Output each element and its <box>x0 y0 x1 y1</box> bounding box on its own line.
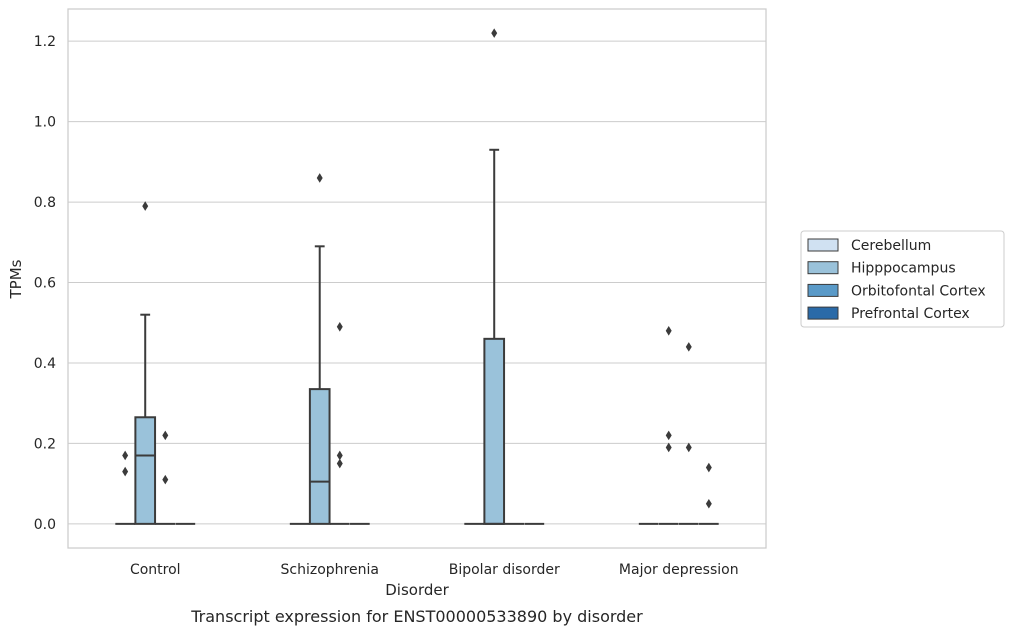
outlier-point <box>336 321 343 332</box>
outlier-point <box>491 28 498 38</box>
legend-frame <box>800 230 1005 328</box>
y-axis-title: TPMs <box>7 259 25 299</box>
outlier-point <box>122 466 129 477</box>
box <box>483 337 506 525</box>
y-tick-label: 1.2 <box>34 34 56 50</box>
y-tick-label: 0.0 <box>34 517 56 533</box>
outlier-point <box>665 442 672 453</box>
x-tick-label: Control <box>130 562 181 578</box>
legend-label: Hipppocampus <box>851 261 956 277</box>
x-tick-label: Major depression <box>619 562 739 578</box>
y-tick-label: 0.8 <box>34 195 56 211</box>
box <box>308 388 331 525</box>
outlier-point <box>142 201 149 211</box>
outlier-point <box>336 450 343 461</box>
box-group <box>329 321 350 525</box>
outlier-point <box>705 498 712 509</box>
outlier-point <box>316 173 323 183</box>
box-group <box>308 173 331 525</box>
outlier-point <box>665 325 672 336</box>
outlier-point <box>705 462 712 473</box>
x-tick-label: Schizophrenia <box>281 562 379 578</box>
outlier-point <box>685 442 692 453</box>
x-tick-label: Bipolar disorder <box>449 562 560 578</box>
x-axis-ticks: Control Schizophrenia Bipolar disorder Majo… <box>130 562 739 578</box>
outlier-point <box>162 430 169 441</box>
box-group <box>678 342 699 525</box>
box-group <box>115 450 135 525</box>
chart-caption: Transcript expression for ENST0000053389… <box>190 607 643 626</box>
legend-swatch <box>807 261 839 275</box>
box-group <box>134 201 157 525</box>
box-group <box>155 430 176 525</box>
legend-label: Orbitofontal Cortex <box>851 283 986 299</box>
y-axis-ticks: 0.0 0.2 0.4 0.6 0.8 1.0 1.2 <box>34 34 56 533</box>
legend-label: Cerebellum <box>851 238 931 254</box>
box-group <box>699 462 719 525</box>
box-group <box>658 325 679 525</box>
outlier-point <box>685 342 692 352</box>
x-axis-title: Disorder <box>385 581 449 599</box>
outlier-point <box>665 430 672 441</box>
y-tick-label: 0.2 <box>34 436 56 452</box>
outlier-point <box>122 450 129 461</box>
legend-swatch <box>807 238 839 252</box>
y-tick-label: 0.6 <box>34 276 56 292</box>
plot-frame <box>67 8 767 549</box>
legend-swatch <box>807 306 839 320</box>
outlier-point <box>336 458 343 469</box>
box-group <box>483 28 506 525</box>
box <box>134 416 157 525</box>
y-gridlines <box>68 40 766 525</box>
legend-swatch <box>807 283 839 297</box>
y-tick-label: 0.4 <box>34 356 56 372</box>
legend: Cerebellum Hipppocampus Orbitofontal Corte… <box>800 230 1005 328</box>
y-tick-label: 1.0 <box>34 115 56 131</box>
legend-label: Prefrontal Cortex <box>851 306 970 322</box>
box-plot-area <box>115 28 719 525</box>
outlier-point <box>162 474 169 485</box>
